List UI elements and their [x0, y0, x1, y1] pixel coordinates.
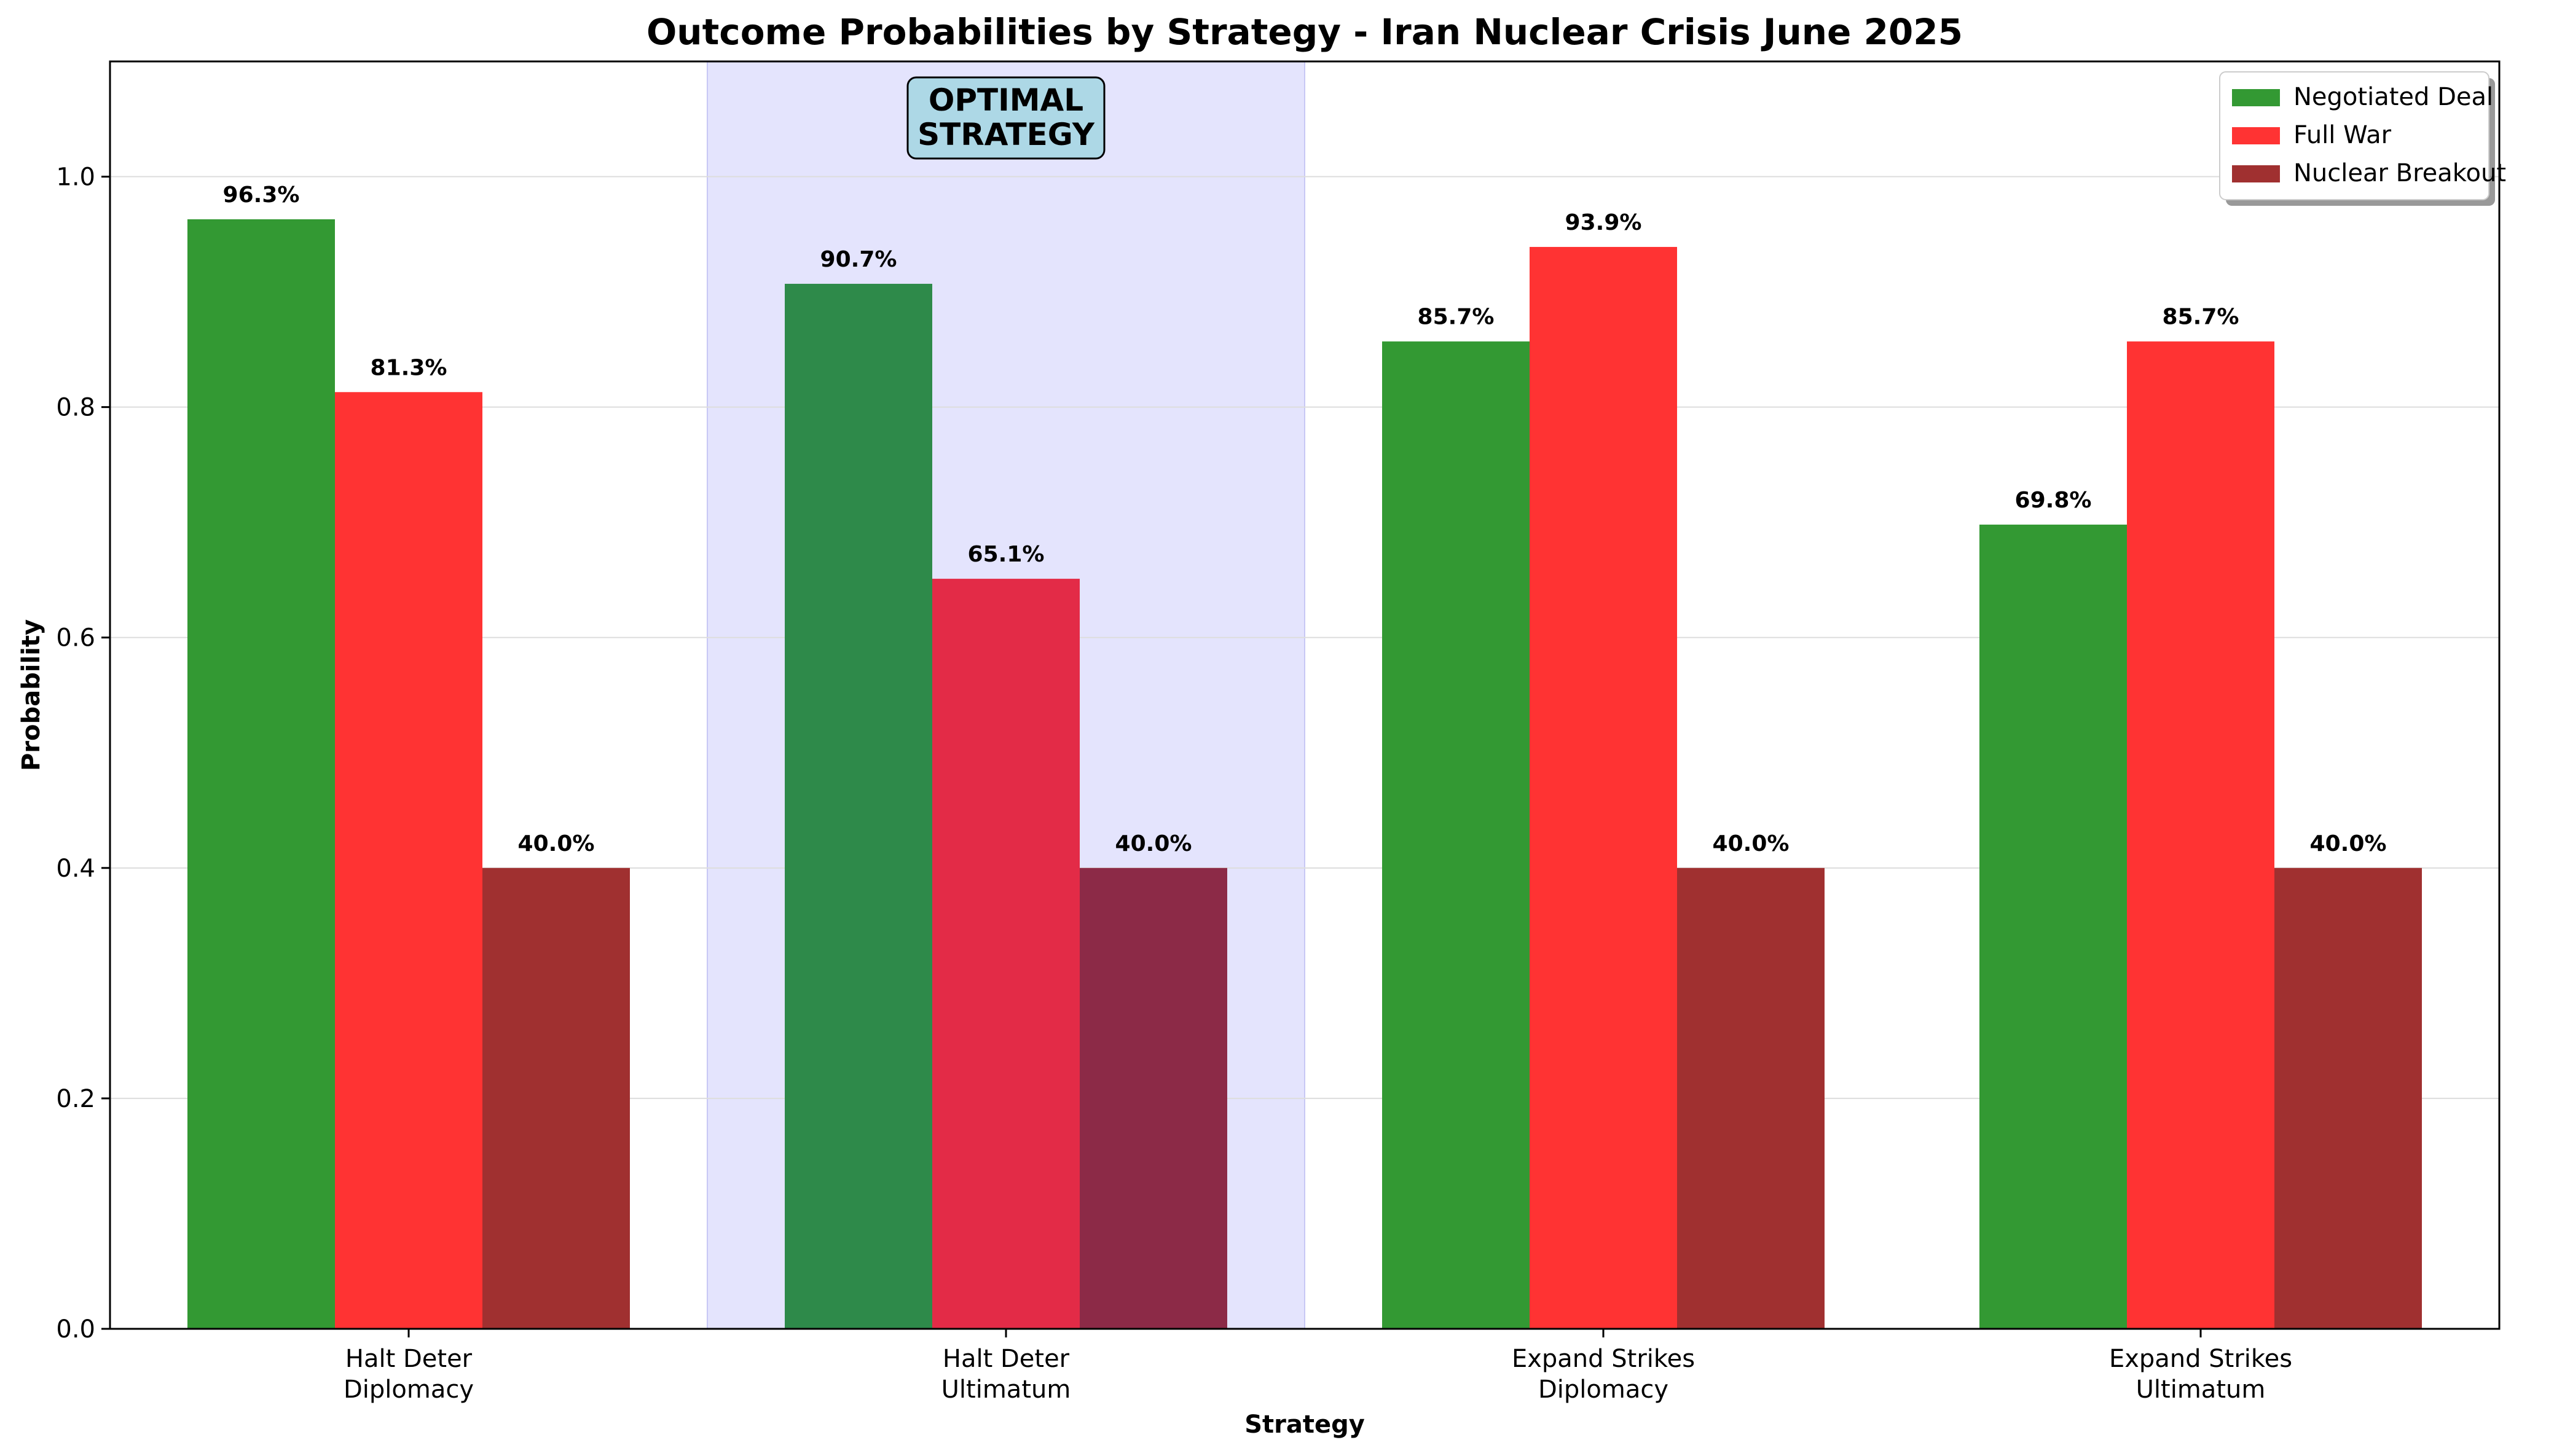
bar-negotiated-deal — [1979, 524, 2127, 1329]
data-label: 85.7% — [1418, 305, 1495, 330]
bar-full-war — [335, 392, 482, 1329]
data-label: 40.0% — [518, 831, 595, 856]
data-label: 90.7% — [820, 247, 897, 272]
x-tick-label: Diplomacy — [1538, 1376, 1668, 1404]
annotation-text: STRATEGY — [918, 117, 1095, 152]
y-tick-label: 0.0 — [56, 1315, 95, 1344]
legend-entry: Nuclear Breakout — [2293, 159, 2506, 187]
legend: Negotiated Deal Full War Nuclear Breakout — [2219, 71, 2506, 206]
bar-full-war — [932, 579, 1080, 1329]
y-tick-label: 1.0 — [56, 163, 95, 192]
x-tick-label: Expand Strikes — [2109, 1345, 2292, 1373]
bar-negotiated-deal — [187, 219, 335, 1329]
data-label: 81.3% — [371, 355, 447, 380]
data-label: 93.9% — [1565, 210, 1642, 235]
y-tick-label: 0.6 — [56, 624, 95, 652]
plot-frame — [109, 60, 2501, 1330]
legend-swatch — [2232, 89, 2280, 106]
y-tick-label: 0.8 — [56, 394, 95, 422]
x-tick-label: Expand Strikes — [1512, 1345, 1695, 1373]
chart-title: Outcome Probabilities by Strategy - Iran… — [646, 11, 1963, 53]
x-tick-label: Ultimatum — [941, 1376, 1071, 1404]
bar-negotiated-deal — [1382, 341, 1530, 1329]
data-label: 65.1% — [968, 542, 1045, 567]
x-tick-label: Ultimatum — [2136, 1376, 2266, 1404]
bar-negotiated-deal — [785, 283, 932, 1329]
legend-box — [2219, 71, 2489, 200]
annotation-text: OPTIMAL — [929, 82, 1083, 118]
legend-entry: Full War — [2293, 121, 2392, 149]
data-label: 96.3% — [223, 182, 300, 208]
bar-nuclear-breakout — [2274, 867, 2422, 1329]
data-label: 40.0% — [1115, 831, 1192, 856]
plot-area: 96.3% 90.7% 85.7% 69.8% 81.3% 65.1% 93.9% 85.7%… — [17, 11, 2506, 1439]
data-label: 69.8% — [2015, 488, 2092, 513]
bar-full-war — [2127, 341, 2274, 1329]
y-axis-label: Probability — [17, 619, 45, 771]
x-tick-label: Halt Deter — [345, 1345, 473, 1373]
bar-nuclear-breakout — [1677, 867, 1825, 1329]
annotation-box — [906, 76, 1106, 160]
bar-full-war — [1530, 246, 1677, 1329]
legend-swatch — [2232, 127, 2280, 144]
bar-nuclear-breakout — [482, 867, 630, 1329]
data-label: 40.0% — [2310, 831, 2387, 856]
data-label: 85.7% — [2163, 305, 2239, 330]
legend-swatch — [2232, 165, 2280, 182]
data-label: 40.0% — [1713, 831, 1790, 856]
y-tick-label: 0.2 — [56, 1085, 95, 1113]
y-tick-label: 0.4 — [56, 855, 95, 883]
x-axis-label: Strategy — [1244, 1411, 1365, 1439]
bar-nuclear-breakout — [1080, 867, 1227, 1329]
x-tick-label: Diplomacy — [344, 1376, 474, 1404]
legend-entry: Negotiated Deal — [2293, 83, 2493, 111]
x-tick-label: Halt Deter — [943, 1345, 1070, 1373]
